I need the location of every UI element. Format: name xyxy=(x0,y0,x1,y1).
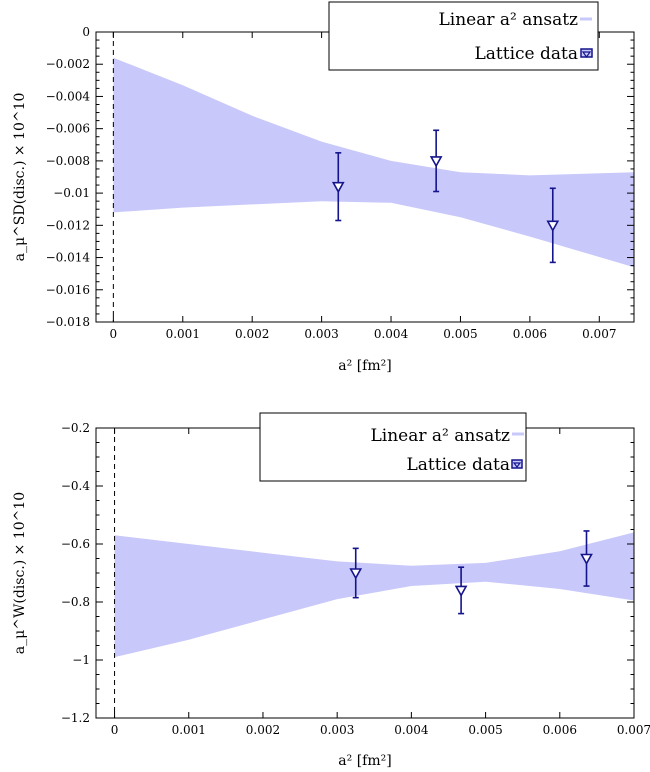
sd-y-tick-label: −0.012 xyxy=(46,218,90,232)
w-data-point xyxy=(454,585,468,598)
w-data-point xyxy=(580,553,593,566)
w-x-tick-label: 0.007 xyxy=(617,723,650,737)
w-legend-band-label: Linear a² ansatz xyxy=(371,426,511,446)
chart-sd-panel: 0 0.001 0.002 0.003 0.004 0.005 0.006 0.007 0 −0.… xyxy=(12,1,635,374)
sd-legend-triangle-icon xyxy=(581,51,592,59)
w-x-tick-label: 0.003 xyxy=(320,723,354,737)
w-y-tick-label: −0.6 xyxy=(61,537,90,551)
sd-x-tick-label: 0.007 xyxy=(582,327,616,341)
sd-y-tick-label: −0.002 xyxy=(46,57,90,71)
sd-x-tick-label: 0.004 xyxy=(374,327,409,341)
w-y-tick-label: −1 xyxy=(72,653,90,667)
w-x-tick-label: 0.006 xyxy=(543,723,577,737)
w-y-tick-label: −0.4 xyxy=(61,479,91,493)
sd-y-tick-label: −0.008 xyxy=(46,154,90,168)
sd-legend-band-label: Linear a² ansatz xyxy=(439,10,579,30)
w-axis-ticks: 0 0.001 0.002 0.003 0.004 0.005 0.006 0.007 −0.2… xyxy=(61,421,650,737)
w-x-tick-label: 0.005 xyxy=(468,723,502,737)
w-legend-triangle-icon xyxy=(512,462,522,468)
sd-legend-box xyxy=(328,1,599,71)
sd-legend: Linear a² ansatz Lattice data xyxy=(328,1,599,71)
sd-axis-ticks: 0 0.001 0.002 0.003 0.004 0.005 0.006 0.007 0 −0.… xyxy=(46,25,634,341)
sd-data-point xyxy=(546,220,560,232)
sd-y-tick-label: −0.01 xyxy=(53,186,90,200)
sd-data-point xyxy=(429,156,443,168)
sd-legend-points-label: Lattice data xyxy=(475,44,579,64)
sd-y-tick-label: −0.006 xyxy=(46,122,90,136)
w-lattice-points xyxy=(349,530,593,615)
chart-w-panel: 0 0.001 0.002 0.003 0.004 0.005 0.006 0.007 −0.2… xyxy=(12,412,650,769)
sd-y-tick-label: −0.004 xyxy=(46,89,91,103)
sd-x-tick-label: 0.005 xyxy=(443,327,477,341)
w-fit-band xyxy=(114,532,634,658)
sd-x-tick-label: 0 xyxy=(110,327,118,341)
w-band-area xyxy=(114,532,634,658)
sd-y-tick-label: 0 xyxy=(82,25,90,39)
sd-y-axis-label: a_μ^SD(disc.) × 10^10 xyxy=(12,93,28,262)
sd-fit-band xyxy=(113,57,634,268)
w-x-tick-label: 0 xyxy=(111,723,119,737)
sd-data-point xyxy=(331,181,345,194)
sd-x-axis-label: a² [fm²] xyxy=(338,358,391,374)
w-y-tick-label: −0.2 xyxy=(61,421,90,435)
w-legend-points-label: Lattice data xyxy=(407,455,511,475)
sd-x-tick-label: 0.003 xyxy=(304,327,338,341)
w-x-axis-label: a² [fm²] xyxy=(338,753,391,769)
w-y-tick-label: −1.2 xyxy=(61,711,90,725)
w-x-tick-label: 0.001 xyxy=(172,723,206,737)
w-x-tick-label: 0.002 xyxy=(246,723,280,737)
sd-y-tick-label: −0.018 xyxy=(46,315,90,329)
w-x-tick-label: 0.004 xyxy=(394,723,429,737)
w-y-tick-label: −0.8 xyxy=(61,595,90,609)
sd-band-area xyxy=(113,57,634,268)
sd-lattice-points xyxy=(331,129,560,264)
w-legend: Linear a² ansatz Lattice data xyxy=(259,412,527,482)
w-legend-box xyxy=(259,412,527,482)
w-data-point xyxy=(349,568,363,580)
sd-x-tick-label: 0.002 xyxy=(235,327,269,341)
sd-y-tick-label: −0.014 xyxy=(46,251,91,265)
sd-x-tick-label: 0.001 xyxy=(166,327,200,341)
sd-x-tick-label: 0.006 xyxy=(513,327,547,341)
w-y-axis-label: a_μ^W(disc.) × 10^10 xyxy=(12,492,28,654)
sd-y-tick-label: −0.016 xyxy=(46,283,90,297)
sd-legend-points-swatch xyxy=(580,48,593,58)
